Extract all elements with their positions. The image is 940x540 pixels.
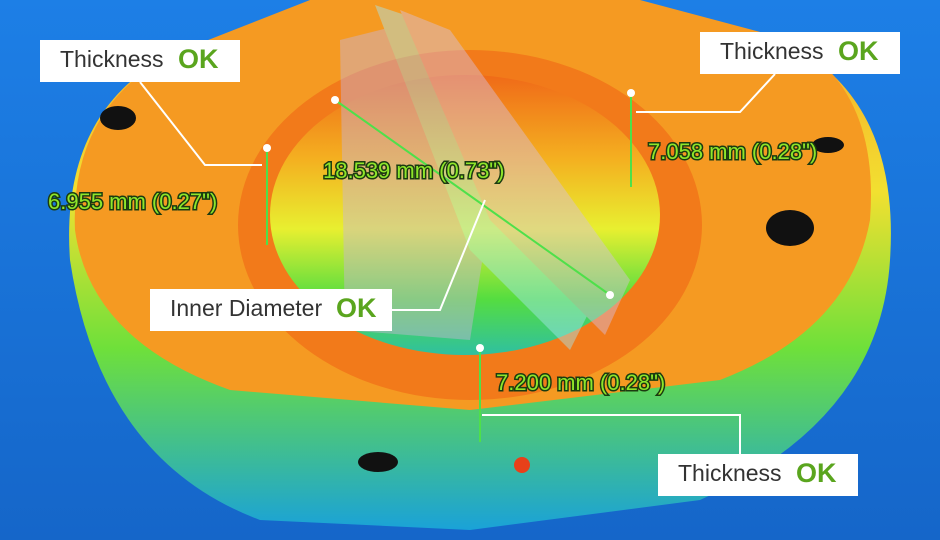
section-planes — [340, 5, 630, 350]
part — [69, 0, 891, 530]
callout-status: OK — [178, 44, 219, 74]
leaders — [139, 73, 776, 454]
callout: Thickness OK — [40, 40, 240, 82]
callout-label: Inner Diameter — [170, 295, 322, 321]
measurement: 6.955 mm (0.27") — [48, 189, 217, 214]
callout-status: OK — [838, 36, 879, 66]
callout-label: Thickness — [678, 460, 782, 486]
callout-status: OK — [336, 293, 377, 323]
measure-lines — [263, 89, 635, 442]
callout: Thickness OK — [658, 454, 858, 496]
measurement: 18.539 mm (0.73") — [323, 158, 504, 183]
measurement: 7.200 mm (0.28") — [496, 370, 665, 395]
callout-label: Thickness — [60, 46, 164, 72]
measurement: 7.058 mm (0.28") — [648, 139, 817, 164]
callout-status: OK — [796, 458, 837, 488]
callout: Inner Diameter OK — [150, 289, 392, 331]
callout-label: Thickness — [720, 38, 824, 64]
callout: Thickness OK — [700, 32, 900, 74]
